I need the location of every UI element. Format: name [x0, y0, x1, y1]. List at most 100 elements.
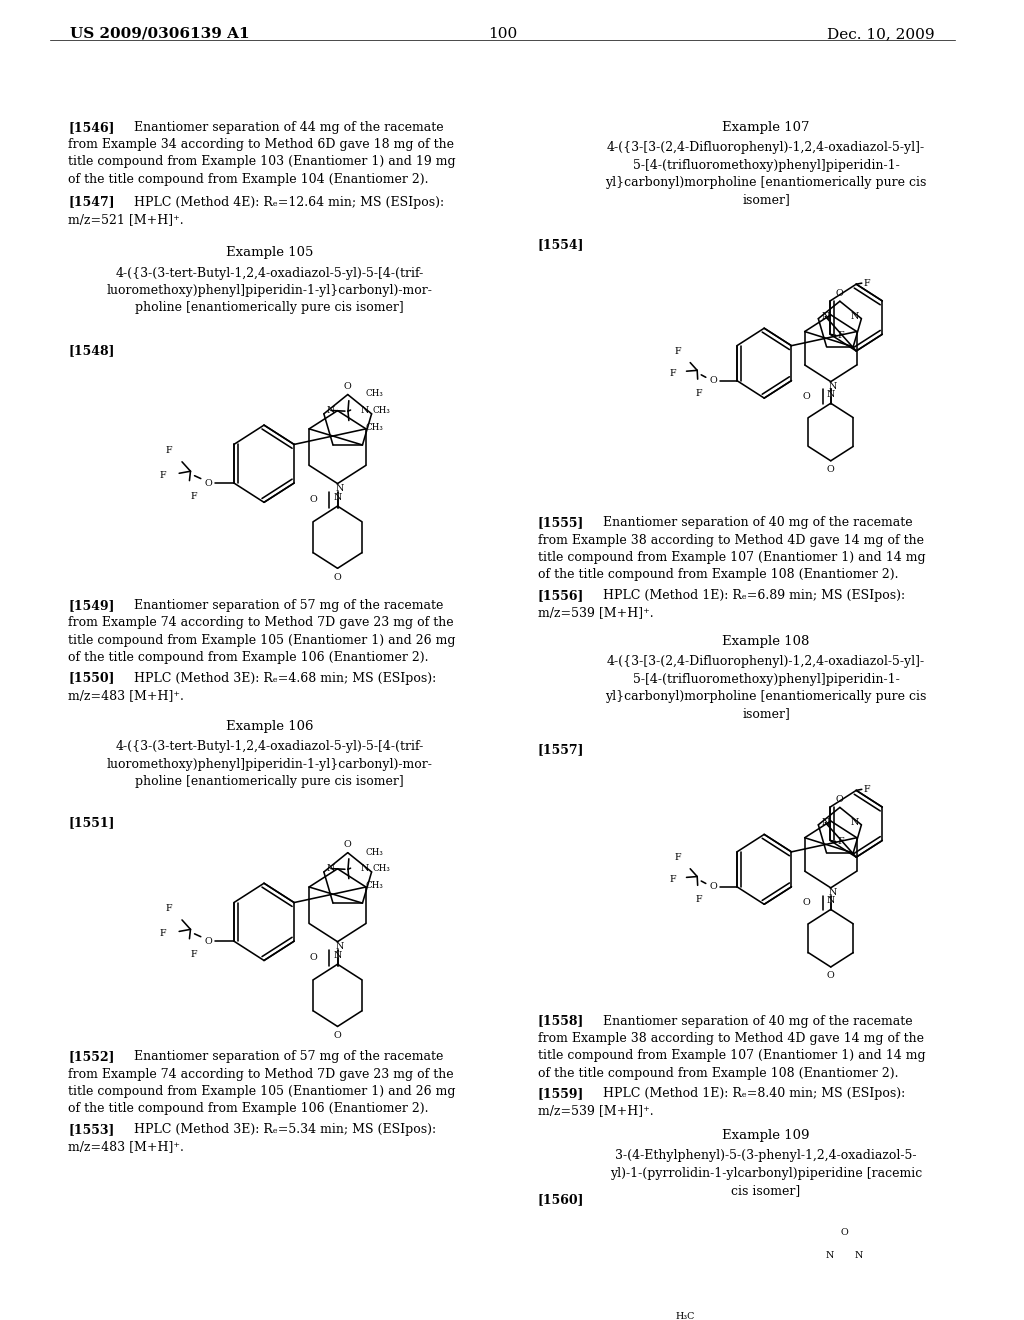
Text: O: O [309, 495, 317, 504]
Text: N: N [360, 407, 369, 414]
Text: m/z=539 [M+H]⁺.: m/z=539 [M+H]⁺. [538, 606, 653, 619]
Text: O: O [309, 953, 317, 962]
Text: F: F [838, 331, 844, 339]
Text: [1554]: [1554] [538, 238, 585, 251]
Text: CH₃: CH₃ [366, 422, 384, 432]
Text: CH₃: CH₃ [366, 847, 384, 857]
Text: N: N [327, 865, 335, 873]
Text: CH₃: CH₃ [373, 405, 390, 414]
Text: Enantiomer separation of 57 mg of the racemate: Enantiomer separation of 57 mg of the ra… [134, 599, 443, 612]
Text: O: O [826, 465, 835, 474]
Text: [1552]: [1552] [69, 1051, 115, 1064]
Text: US 2009/0306139 A1: US 2009/0306139 A1 [71, 26, 250, 41]
Text: F: F [166, 904, 172, 913]
Text: O: O [803, 392, 811, 401]
Text: N: N [336, 941, 344, 950]
Text: O: O [344, 841, 351, 849]
Text: title compound from Example 107 (Enantiomer 1) and 14 mg: title compound from Example 107 (Enantio… [538, 550, 926, 564]
Text: H₃C: H₃C [676, 1312, 695, 1320]
Text: N: N [821, 818, 829, 828]
Text: HPLC (Method 3E): Rₑ=5.34 min; MS (ESIpos):: HPLC (Method 3E): Rₑ=5.34 min; MS (ESIpo… [134, 1123, 436, 1137]
Text: F: F [190, 950, 197, 958]
Text: title compound from Example 107 (Enantiomer 1) and 14 mg: title compound from Example 107 (Enantio… [538, 1049, 926, 1063]
Text: [1555]: [1555] [538, 516, 585, 529]
Text: N: N [828, 381, 837, 391]
Text: [1550]: [1550] [69, 672, 115, 685]
Text: title compound from Example 103 (Enantiomer 1) and 19 mg: title compound from Example 103 (Enantio… [69, 156, 456, 169]
Text: from Example 34 according to Method 6D gave 18 mg of the: from Example 34 according to Method 6D g… [69, 139, 455, 150]
Text: cis isomer]: cis isomer] [731, 1184, 801, 1197]
Text: luoromethoxy)phenyl]piperidin-1-yl}carbonyl)-mor-: luoromethoxy)phenyl]piperidin-1-yl}carbo… [106, 758, 432, 771]
Text: m/z=539 [M+H]⁺.: m/z=539 [M+H]⁺. [538, 1105, 653, 1118]
Text: F: F [838, 837, 844, 846]
Text: of the title compound from Example 104 (Enantiomer 2).: of the title compound from Example 104 (… [69, 173, 429, 186]
Text: F: F [695, 895, 702, 904]
Text: [1546]: [1546] [69, 120, 115, 133]
Text: O: O [334, 1031, 341, 1040]
Text: yl}carbonyl)morpholine [enantiomerically pure cis: yl}carbonyl)morpholine [enantiomerically… [605, 690, 927, 704]
Text: HPLC (Method 3E): Rₑ=4.68 min; MS (ESIpos):: HPLC (Method 3E): Rₑ=4.68 min; MS (ESIpo… [134, 672, 436, 685]
Text: Example 105: Example 105 [225, 246, 313, 259]
Text: Enantiomer separation of 44 mg of the racemate: Enantiomer separation of 44 mg of the ra… [134, 120, 443, 133]
Text: O: O [841, 1228, 848, 1237]
Text: O: O [826, 972, 835, 981]
Text: Example 106: Example 106 [225, 719, 313, 733]
Text: [1547]: [1547] [69, 195, 115, 209]
Text: from Example 38 according to Method 4D gave 14 mg of the: from Example 38 according to Method 4D g… [538, 1032, 924, 1045]
Text: yl)-1-(pyrrolidin-1-ylcarbonyl)piperidine [racemic: yl)-1-(pyrrolidin-1-ylcarbonyl)piperidin… [610, 1167, 923, 1180]
Text: [1553]: [1553] [69, 1123, 115, 1137]
Text: luoromethoxy)phenyl]piperidin-1-yl}carbonyl)-mor-: luoromethoxy)phenyl]piperidin-1-yl}carbo… [106, 284, 432, 297]
Text: 100: 100 [488, 26, 517, 41]
Text: N: N [826, 896, 835, 906]
Text: of the title compound from Example 108 (Enantiomer 2).: of the title compound from Example 108 (… [538, 1067, 898, 1080]
Text: pholine [enantiomerically pure cis isomer]: pholine [enantiomerically pure cis isome… [135, 775, 403, 788]
Text: 4-({3-(3-tert-Butyl-1,2,4-oxadiazol-5-yl)-5-[4-(trif-: 4-({3-(3-tert-Butyl-1,2,4-oxadiazol-5-yl… [116, 741, 424, 754]
Text: F: F [669, 875, 676, 884]
Text: CH₃: CH₃ [373, 863, 390, 873]
Text: [1548]: [1548] [69, 345, 115, 358]
Text: Enantiomer separation of 40 mg of the racemate: Enantiomer separation of 40 mg of the ra… [603, 516, 912, 529]
Text: N: N [826, 389, 835, 399]
Text: Example 107: Example 107 [722, 120, 810, 133]
Text: O: O [836, 289, 844, 298]
Text: from Example 74 according to Method 7D gave 23 mg of the: from Example 74 according to Method 7D g… [69, 616, 454, 630]
Text: F: F [695, 389, 702, 399]
Text: 4-({3-[3-(2,4-Difluorophenyl)-1,2,4-oxadiazol-5-yl]-: 4-({3-[3-(2,4-Difluorophenyl)-1,2,4-oxad… [607, 141, 925, 154]
Text: O: O [803, 898, 811, 907]
Text: yl}carbonyl)morpholine [enantiomerically pure cis: yl}carbonyl)morpholine [enantiomerically… [605, 176, 927, 189]
Text: N: N [825, 1250, 835, 1259]
Text: CH₃: CH₃ [366, 880, 384, 890]
Text: Example 108: Example 108 [722, 635, 810, 648]
Text: O: O [334, 573, 341, 582]
Text: O: O [344, 383, 351, 391]
Text: 5-[4-(trifluoromethoxy)phenyl]piperidin-1-: 5-[4-(trifluoromethoxy)phenyl]piperidin-… [633, 158, 899, 172]
Text: N: N [855, 1250, 863, 1259]
Text: [1549]: [1549] [69, 599, 115, 612]
Text: F: F [863, 785, 870, 793]
Text: title compound from Example 105 (Enantiomer 1) and 26 mg: title compound from Example 105 (Enantio… [69, 634, 456, 647]
Text: F: F [675, 853, 681, 862]
Text: of the title compound from Example 108 (Enantiomer 2).: of the title compound from Example 108 (… [538, 568, 898, 581]
Text: F: F [160, 471, 166, 480]
Text: m/z=483 [M+H]⁺.: m/z=483 [M+H]⁺. [69, 689, 184, 702]
Text: 5-[4-(trifluoromethoxy)phenyl]piperidin-1-: 5-[4-(trifluoromethoxy)phenyl]piperidin-… [633, 673, 899, 686]
Text: m/z=483 [M+H]⁺.: m/z=483 [M+H]⁺. [69, 1140, 184, 1154]
Text: F: F [675, 347, 681, 356]
Text: O: O [205, 479, 213, 487]
Text: N: N [334, 950, 342, 960]
Text: HPLC (Method 1E): Rₑ=6.89 min; MS (ESIpos):: HPLC (Method 1E): Rₑ=6.89 min; MS (ESIpo… [603, 589, 905, 602]
Text: of the title compound from Example 106 (Enantiomer 2).: of the title compound from Example 106 (… [69, 651, 429, 664]
Text: F: F [863, 279, 870, 288]
Text: N: N [821, 312, 829, 321]
Text: F: F [190, 492, 197, 500]
Text: from Example 38 according to Method 4D gave 14 mg of the: from Example 38 according to Method 4D g… [538, 533, 924, 546]
Text: O: O [836, 795, 844, 804]
Text: F: F [166, 446, 172, 455]
Text: Dec. 10, 2009: Dec. 10, 2009 [827, 26, 935, 41]
Text: title compound from Example 105 (Enantiomer 1) and 26 mg: title compound from Example 105 (Enantio… [69, 1085, 456, 1098]
Text: N: N [828, 888, 837, 896]
Text: N: N [327, 407, 335, 414]
Text: 4-({3-(3-tert-Butyl-1,2,4-oxadiazol-5-yl)-5-[4-(trif-: 4-({3-(3-tert-Butyl-1,2,4-oxadiazol-5-yl… [116, 267, 424, 280]
Text: Example 109: Example 109 [722, 1129, 810, 1142]
Text: 4-({3-[3-(2,4-Difluorophenyl)-1,2,4-oxadiazol-5-yl]-: 4-({3-[3-(2,4-Difluorophenyl)-1,2,4-oxad… [607, 656, 925, 668]
